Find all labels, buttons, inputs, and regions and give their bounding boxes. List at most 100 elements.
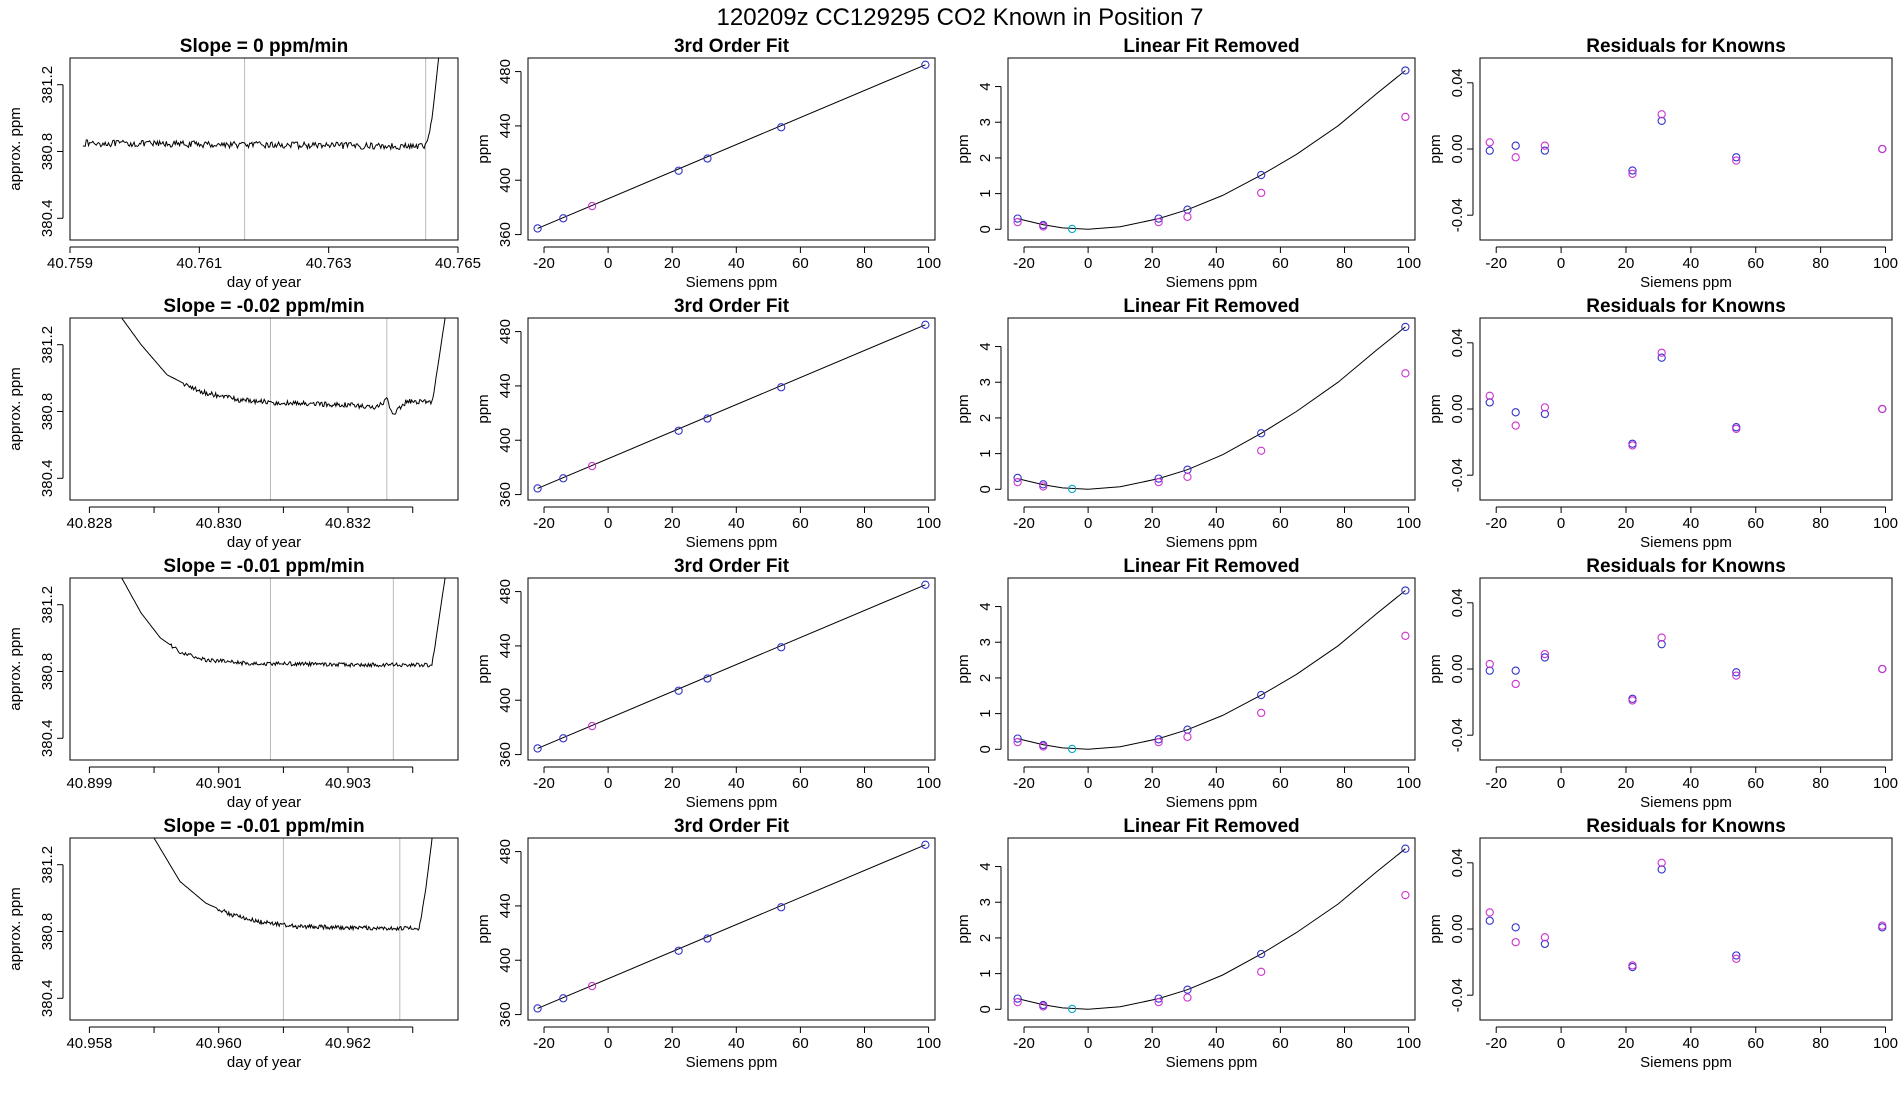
x-tick-label: 40: [1208, 255, 1225, 272]
magenta-data-point: [587, 721, 597, 731]
x-tick-label: 40: [1683, 1035, 1700, 1052]
plot-frame: [69, 577, 459, 761]
magenta-data-point: [1257, 188, 1266, 198]
magenta-data-point: [1154, 218, 1163, 227]
x-tick-label: 20: [664, 775, 681, 792]
x-tick-label: 80: [1812, 255, 1829, 272]
blue-data-point: [559, 994, 568, 1003]
x-tick-label: 80: [856, 515, 873, 532]
x-tick-label: 20: [664, 1035, 681, 1052]
y-tick-label: 0.04: [1449, 848, 1466, 877]
x-tick-label: 40: [728, 255, 745, 272]
x-tick-label: 80: [1336, 1035, 1353, 1052]
row4-trace-panel: Slope = -0.01 ppm/min 40.958 40.960 40.962 d…: [7, 816, 459, 1071]
y-tick-label: 380.4: [39, 460, 56, 498]
blue-data-point: [1732, 668, 1741, 677]
panel-title: Slope = 0 ppm/min: [180, 36, 348, 57]
x-tick-label: 20: [1618, 1035, 1635, 1052]
magenta-data-point: [1039, 222, 1048, 231]
plot-frame: [1479, 837, 1893, 1021]
blue-data-point: [1540, 146, 1550, 155]
y-tick-label: 380.4: [39, 200, 56, 238]
row4-resid-panel: Residuals for Knowns -20 0 20 40 60 80 100 Sieme…: [1427, 816, 1898, 1071]
y-tick-label: 381.2: [39, 846, 56, 884]
x-tick-label: 40.761: [176, 255, 222, 272]
panel-title: Linear Fit Removed: [1123, 556, 1299, 577]
blue-data-point: [1540, 939, 1550, 949]
x-tick-label: 80: [856, 1035, 873, 1052]
magenta-data-point: [1657, 110, 1666, 119]
y-tick-label: 0.00: [1449, 134, 1466, 163]
plot-area: [121, 318, 446, 500]
y-axis-label: approx. ppm: [7, 367, 24, 450]
magenta-data-point: [1401, 369, 1410, 378]
plot-area: [1485, 348, 1887, 450]
y-tick-label: 380.4: [39, 720, 56, 758]
x-axis-label: Siemens ppm: [686, 274, 778, 291]
y-axis-label: ppm: [1427, 394, 1444, 423]
magenta-data-point: [1401, 112, 1410, 122]
x-tick-label: 40: [1208, 515, 1225, 532]
blue-data-point: [1540, 653, 1550, 662]
x-axis-label: day of year: [227, 534, 301, 551]
panel-title: 3rd Order Fit: [674, 556, 790, 577]
magenta-data-point: [1540, 141, 1550, 150]
y-tick-label: 400: [497, 948, 514, 973]
x-tick-label: 20: [664, 515, 681, 532]
x-tick-label: 80: [1336, 255, 1353, 272]
y-axis-label: ppm: [475, 914, 492, 943]
blue-data-point: [1257, 690, 1266, 700]
blue-data-point: [674, 686, 683, 695]
blue-data-point: [921, 60, 930, 69]
magenta-data-point: [1657, 633, 1666, 642]
x-tick-label: 40: [1208, 775, 1225, 792]
row3-linfit-panel: Linear Fit Removed-20 0 20 40 60 80 100Siemens…: [955, 556, 1421, 811]
x-tick-label: -20: [533, 1035, 555, 1052]
cyan-data-point: [1067, 484, 1077, 494]
plot-frame: [527, 317, 936, 501]
fit-curve: [1017, 70, 1406, 230]
blue-data-point: [1657, 640, 1666, 649]
plot-area: [533, 580, 930, 753]
y-tick-label: 480: [497, 59, 514, 84]
magenta-data-point: [1540, 933, 1550, 942]
row2-trace-panel: Slope = -0.02 ppm/min 40.828 40.830 40.832 d…: [7, 296, 459, 551]
y-tick-label: 360: [497, 482, 514, 507]
blue-data-point: [777, 383, 786, 392]
y-tick-label: 0: [977, 745, 994, 753]
x-tick-label: -20: [533, 775, 555, 792]
x-axis-label: Siemens ppm: [1640, 534, 1732, 551]
magenta-data-point: [1401, 631, 1410, 640]
x-tick-label: 40: [728, 1035, 745, 1052]
y-axis-label: ppm: [1427, 914, 1444, 943]
y-tick-label: 1: [977, 449, 994, 457]
x-tick-label: 100: [1873, 255, 1898, 272]
blue-data-point: [1485, 146, 1494, 155]
magenta-data-point: [1657, 858, 1666, 867]
magenta-data-point: [587, 201, 597, 211]
blue-data-point: [777, 123, 786, 132]
blue-data-point: [1013, 473, 1022, 483]
blue-data-point: [1732, 153, 1741, 162]
panel-title: 3rd Order Fit: [674, 36, 790, 57]
magenta-data-point: [1485, 391, 1494, 400]
row1-trace-panel: Slope = 0 ppm/min 40.759 40.761 40.763 40.76…: [7, 36, 481, 291]
co2-trace-line: [121, 318, 446, 415]
magenta-data-point: [1013, 738, 1022, 747]
x-tick-label: 100: [916, 1035, 941, 1052]
blue-data-point: [1511, 923, 1520, 932]
x-tick-label: 40.901: [196, 775, 242, 792]
y-tick-label: 400: [497, 688, 514, 713]
plot-frame: [1007, 837, 1416, 1021]
x-tick-label: 60: [792, 1035, 809, 1052]
y-tick-label: 4: [977, 602, 994, 610]
x-tick-label: 40.765: [435, 255, 481, 272]
y-tick-label: 380.8: [39, 133, 56, 171]
y-tick-label: 480: [497, 839, 514, 864]
x-tick-label: -20: [1485, 775, 1507, 792]
x-tick-label: -20: [533, 515, 555, 532]
y-axis-label: ppm: [955, 914, 972, 943]
y-tick-label: 0.00: [1449, 914, 1466, 943]
plot-frame: [1479, 57, 1893, 241]
